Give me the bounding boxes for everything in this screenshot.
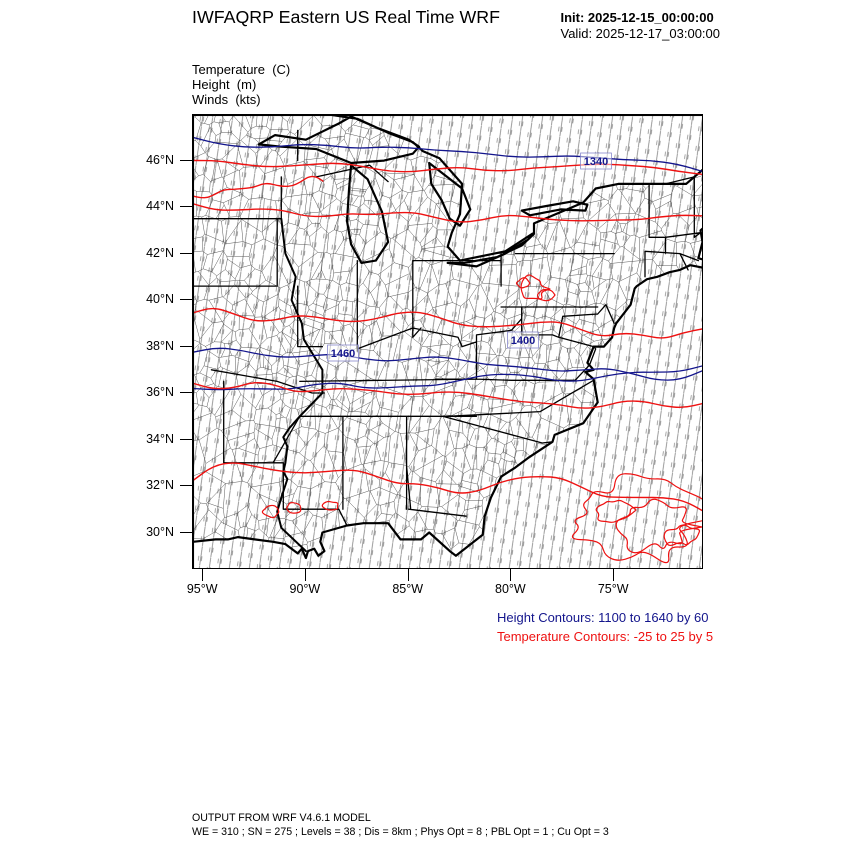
svg-text:1340: 1340	[584, 156, 608, 168]
svg-text:1460: 1460	[331, 348, 355, 360]
svg-text:1400: 1400	[511, 335, 535, 347]
